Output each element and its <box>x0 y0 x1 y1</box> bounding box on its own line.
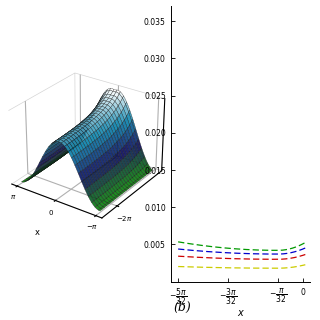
X-axis label: x: x <box>238 308 244 318</box>
X-axis label: x: x <box>35 228 40 237</box>
Text: (b): (b) <box>173 301 191 314</box>
